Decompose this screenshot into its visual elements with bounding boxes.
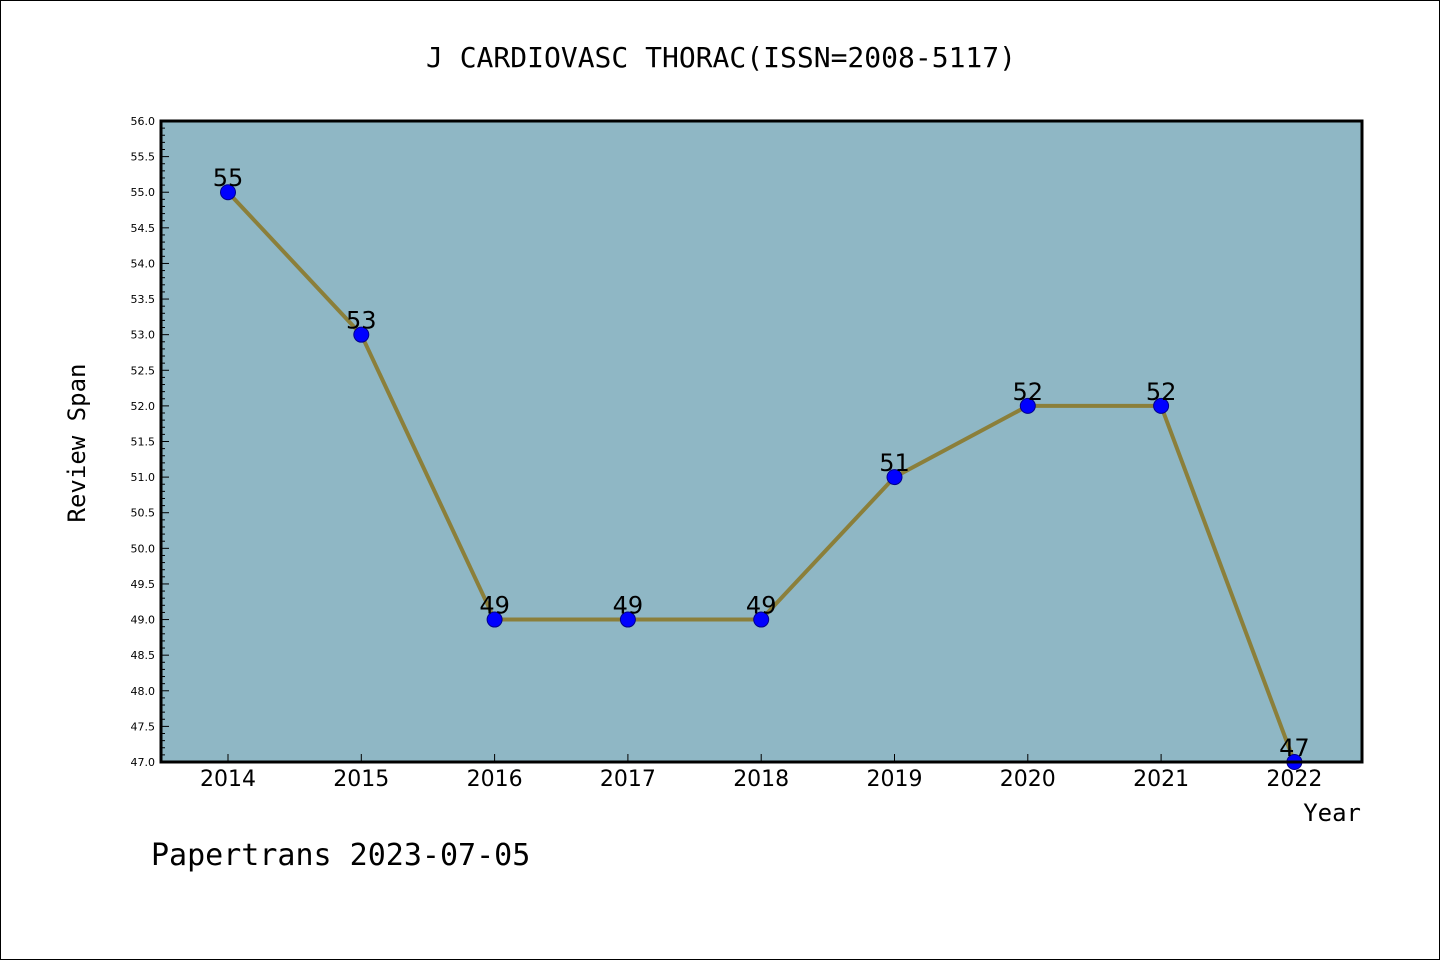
y-tick-label: 49.5 bbox=[131, 578, 156, 591]
data-label: 52 bbox=[1146, 378, 1177, 406]
data-point bbox=[1153, 397, 1170, 414]
y-tick-label: 56.0 bbox=[131, 115, 156, 128]
plot-frame bbox=[159, 119, 1364, 764]
data-markers bbox=[220, 184, 1303, 770]
data-label: 49 bbox=[613, 592, 644, 620]
y-tick-label: 54.5 bbox=[131, 222, 156, 235]
y-tick-label: 47.5 bbox=[131, 720, 156, 733]
y-tick-label: 52.5 bbox=[131, 364, 156, 377]
data-point bbox=[1019, 397, 1036, 414]
data-point bbox=[220, 184, 236, 201]
x-tick-label: 2017 bbox=[600, 767, 656, 792]
y-tick-label: 47.0 bbox=[131, 756, 156, 769]
y-tick-label: 53.0 bbox=[131, 329, 156, 342]
footer-credit: Papertrans 2023-07-05 bbox=[151, 838, 530, 873]
x-tick-label: 2014 bbox=[200, 767, 256, 792]
x-tick-label: 2016 bbox=[467, 767, 523, 792]
x-axis-label: Year bbox=[1303, 799, 1361, 827]
data-point bbox=[619, 611, 636, 628]
plot-area bbox=[161, 121, 1362, 762]
y-tick-label: 50.5 bbox=[131, 507, 156, 520]
y-tick-label: 48.0 bbox=[131, 685, 156, 698]
data-label: 49 bbox=[746, 592, 777, 620]
y-tick-label: 54.0 bbox=[131, 257, 156, 270]
data-label: 53 bbox=[346, 307, 377, 335]
data-point bbox=[886, 469, 903, 486]
x-axis: 2014 2015 2016 2017 2018 2019 2020 2021 2022 bbox=[200, 754, 1322, 792]
x-tick-label: 2020 bbox=[1000, 767, 1056, 792]
data-point bbox=[353, 326, 370, 343]
data-point bbox=[486, 611, 503, 628]
x-tick-label: 2019 bbox=[867, 767, 923, 792]
data-label: 51 bbox=[879, 449, 910, 477]
data-label: 52 bbox=[1013, 378, 1044, 406]
y-tick-label: 51.5 bbox=[131, 436, 156, 449]
x-tick-label: 2021 bbox=[1133, 767, 1189, 792]
x-tick-label: 2015 bbox=[333, 767, 389, 792]
y-tick-label: 55.0 bbox=[131, 186, 156, 199]
y-tick-label: 48.5 bbox=[131, 649, 156, 662]
data-label: 49 bbox=[479, 592, 510, 620]
y-tick-label: 51.0 bbox=[131, 471, 156, 484]
y-tick-label: 50.0 bbox=[131, 542, 156, 555]
data-label: 55 bbox=[213, 164, 244, 192]
y-axis-label: Review Span bbox=[63, 364, 91, 523]
data-point bbox=[753, 611, 770, 628]
y-tick-label: 53.5 bbox=[131, 293, 156, 306]
y-tick-label: 49.0 bbox=[131, 614, 156, 627]
data-labels: 55 53 49 49 49 51 52 52 47 bbox=[213, 164, 1310, 762]
y-tick-label: 52.0 bbox=[131, 400, 156, 413]
y-tick-label: 55.5 bbox=[131, 151, 156, 164]
data-label: 47 bbox=[1279, 734, 1310, 762]
x-tick-label: 2022 bbox=[1266, 767, 1322, 792]
x-tick-label: 2018 bbox=[733, 767, 789, 792]
chart-title: J CARDIOVASC THORAC(ISSN=2008-5117) bbox=[426, 41, 1016, 74]
